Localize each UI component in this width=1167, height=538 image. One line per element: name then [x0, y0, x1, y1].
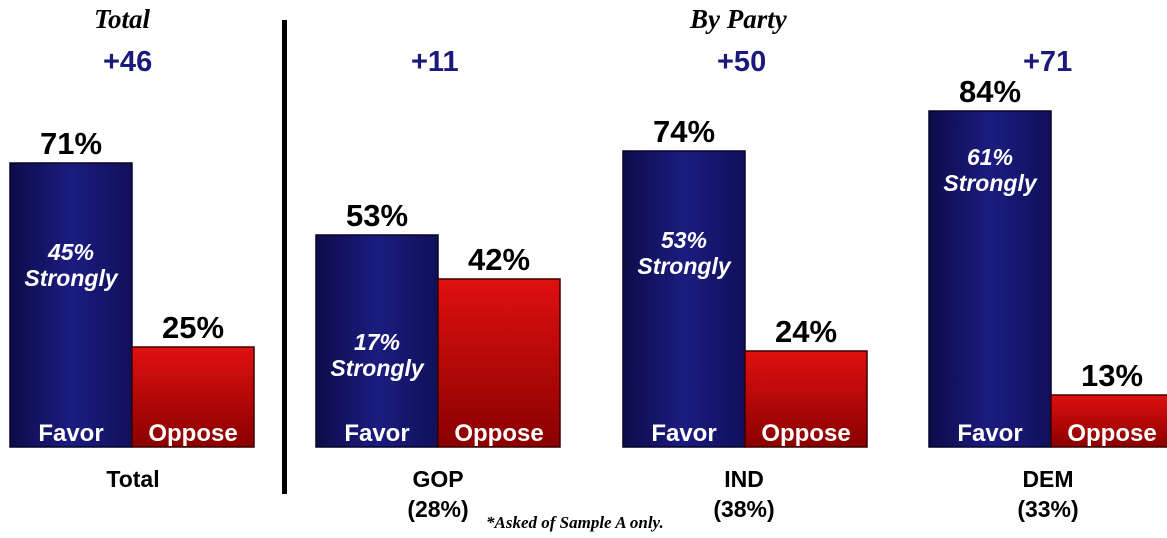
category-label-dem: DEM (33%)	[948, 464, 1148, 524]
bar-oppose-ind	[744, 350, 868, 448]
value-label-favor-dem: 84%	[959, 74, 1021, 109]
category-name: GOP	[412, 466, 464, 492]
section-title-total: Total	[94, 4, 151, 34]
category-label-total: Total	[33, 464, 233, 494]
category-name: IND	[724, 466, 764, 492]
series-label-favor-gop: Favor	[344, 420, 409, 447]
bar-favor-gop	[315, 234, 439, 448]
series-label-oppose-ind: Oppose	[761, 420, 850, 447]
margin-ind: +50	[717, 46, 767, 78]
strongly-pct-gop: 17%	[354, 329, 400, 355]
category-name: DEM	[1022, 466, 1074, 492]
margin-dem: +71	[1023, 46, 1073, 78]
margin-gop: +11	[411, 46, 459, 78]
value-label-favor-total: 71%	[40, 126, 102, 161]
category-label-ind: IND (38%)	[644, 464, 844, 524]
strongly-pct-total: 45%	[47, 239, 94, 265]
category-share: (28%)	[407, 496, 469, 522]
category-share: (38%)	[713, 496, 775, 522]
bar-favor-dem	[928, 110, 1052, 448]
margin-total: +46	[103, 46, 153, 78]
value-label-favor-ind: 74%	[653, 114, 715, 149]
footnote: *Asked of Sample A only.	[486, 513, 664, 532]
value-label-oppose-gop: 42%	[468, 242, 530, 277]
bar-favor-ind	[622, 150, 746, 448]
section-title-by-party: By Party	[690, 4, 787, 34]
strongly-word-dem: Strongly	[943, 170, 1037, 196]
series-label-favor-total: Favor	[38, 420, 103, 447]
value-label-oppose-total: 25%	[162, 310, 224, 345]
strongly-pct-dem: 61%	[967, 144, 1013, 170]
strongly-word-ind: Strongly	[637, 253, 731, 279]
category-name: Total	[106, 466, 160, 492]
bar-oppose-total	[131, 346, 255, 448]
bar-favor-total	[9, 162, 133, 448]
series-label-oppose-dem: Oppose	[1067, 420, 1156, 447]
category-share: (33%)	[1017, 496, 1079, 522]
value-label-oppose-dem: 13%	[1081, 358, 1143, 393]
strongly-pct-ind: 53%	[661, 227, 707, 253]
series-label-oppose-total: Oppose	[148, 420, 237, 447]
bar-oppose-gop	[437, 278, 561, 448]
strongly-word-total: Strongly	[24, 265, 118, 291]
strongly-word-gop: Strongly	[330, 355, 424, 381]
bar-oppose-dem	[1050, 394, 1167, 448]
series-label-favor-ind: Favor	[651, 420, 716, 447]
category-label-gop: GOP (28%)	[338, 464, 538, 524]
series-label-oppose-gop: Oppose	[454, 420, 543, 447]
section-divider	[282, 20, 287, 494]
series-label-favor-dem: Favor	[957, 420, 1022, 447]
value-label-favor-gop: 53%	[346, 198, 408, 233]
value-label-oppose-ind: 24%	[775, 314, 837, 349]
